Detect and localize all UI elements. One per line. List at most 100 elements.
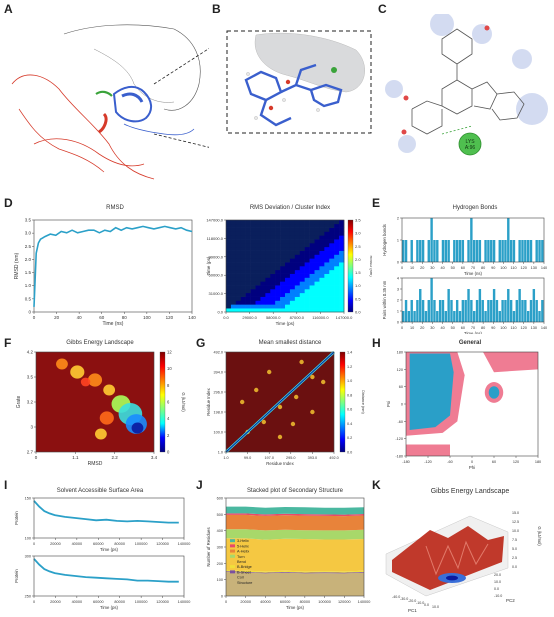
heatmap-cell xyxy=(339,235,345,240)
heatmap-cell xyxy=(334,277,340,282)
heatmap-cell xyxy=(339,308,345,313)
heatmap-cell xyxy=(255,246,261,251)
heatmap-cell xyxy=(324,269,330,274)
heatmap-cell xyxy=(260,289,266,294)
y-tick-label: 147000.0 xyxy=(206,218,223,223)
heatmap-cell xyxy=(235,243,242,248)
heatmap-cell xyxy=(324,289,330,294)
heatmap-cell xyxy=(314,254,320,259)
hbond-bar xyxy=(407,311,411,322)
heatmap-cell xyxy=(289,273,296,278)
heatmap-cell xyxy=(324,285,330,290)
heatmap-cell xyxy=(289,243,296,248)
colorbar-tick-label: 0.4 xyxy=(347,422,352,426)
colorbar xyxy=(347,219,354,313)
heatmap-cell xyxy=(329,243,335,248)
heatmap-cell xyxy=(309,227,315,232)
heatmap-cell xyxy=(250,292,256,297)
x-tick-label: 30 xyxy=(430,326,434,330)
heatmap-cell xyxy=(285,273,291,278)
z-tick-label: 2.5 xyxy=(512,556,517,560)
heatmap-cell xyxy=(309,235,315,240)
heatmap-cell xyxy=(339,266,345,271)
hbond-bar xyxy=(473,311,476,322)
z-tick-label: 15.0 xyxy=(512,511,519,515)
heatmap-cell xyxy=(334,231,340,236)
hbond-bar xyxy=(518,289,521,322)
heatmap-cell xyxy=(240,246,246,251)
heatmap-cell xyxy=(299,281,305,286)
heatmap-cell xyxy=(294,262,301,267)
hbond-bar xyxy=(461,240,465,262)
hbond-bar xyxy=(484,240,487,262)
heatmap-cell xyxy=(309,300,315,305)
heatmap-cell xyxy=(314,223,320,228)
y-tick-label: 120 xyxy=(397,368,403,372)
heatmap-cell xyxy=(299,239,305,244)
heatmap-cell xyxy=(324,227,330,232)
heatmap-cell xyxy=(226,223,232,228)
y-axis-label: PC2 xyxy=(506,598,515,603)
heatmap-cell xyxy=(285,243,291,248)
hbond-bar xyxy=(487,240,490,262)
hbond-bar xyxy=(535,300,538,322)
energy-well xyxy=(80,377,91,387)
heatmap-cell xyxy=(275,254,281,259)
heatmap-cell xyxy=(280,227,286,232)
heatmap-cell xyxy=(329,292,335,297)
chart-rmsd: 0 20 40 60 80 100 120 140 0 0.5 1.0 1.5 2.0 2.5 3.0 3.5… xyxy=(14,218,196,328)
x-tick-label: 0 xyxy=(35,455,38,460)
heatmap-cell xyxy=(299,262,305,267)
y-tick-label: 0 xyxy=(397,261,399,265)
x-tick-label: 0 xyxy=(401,266,403,270)
heatmap-cell xyxy=(275,246,281,251)
heatmap-cell xyxy=(304,269,310,274)
heatmap-cell xyxy=(265,258,271,263)
heatmap-cell xyxy=(270,285,276,290)
heatmap-cell xyxy=(240,266,246,271)
heatmap-cell xyxy=(289,308,296,313)
hbond-bar xyxy=(504,240,507,262)
heatmap-cell xyxy=(270,246,276,251)
heatmap-cell xyxy=(285,304,291,309)
heatmap-cell xyxy=(255,273,261,278)
panel-label-a: A xyxy=(4,2,13,16)
heatmap-cell xyxy=(265,246,271,251)
colorbar-tick-label: 1.5 xyxy=(355,270,361,275)
y-tick-label: 3.2 xyxy=(27,400,34,405)
allowed-region-upper xyxy=(483,352,538,373)
y-tick-label: 394.0 xyxy=(213,371,223,375)
heatmap-cell xyxy=(240,277,246,282)
heatmap-cell xyxy=(304,246,310,251)
heatmap-cell xyxy=(329,266,335,271)
heatmap-cell xyxy=(280,235,286,240)
heatmap-cell xyxy=(260,273,266,278)
heatmap-cell xyxy=(339,304,345,309)
heatmap-cell xyxy=(250,250,256,255)
heatmap-cell xyxy=(289,262,296,267)
legend-swatch xyxy=(230,554,235,558)
heatmap-cell xyxy=(226,281,232,286)
y-tick-label: 400 xyxy=(217,529,223,533)
heatmap-cell xyxy=(304,273,310,278)
heatmap-cell xyxy=(294,289,301,294)
x-axis-label: Phi xyxy=(469,465,475,470)
heatmap-cell xyxy=(235,281,242,286)
heatmap-cell xyxy=(235,269,242,274)
heatmap-cell xyxy=(245,258,251,263)
colorbar xyxy=(339,351,346,453)
heatmap-cell xyxy=(309,243,315,248)
heatmap-cell xyxy=(339,289,345,294)
z-tick-label: 12.5 xyxy=(512,520,519,524)
y-tick-label: 3.0 xyxy=(25,231,32,236)
heatmap-cell xyxy=(294,235,301,240)
x-tick-label: 110 xyxy=(511,326,517,330)
area-b-bridge xyxy=(226,569,364,573)
hbond-bar xyxy=(515,300,519,322)
heatmap-cell xyxy=(255,243,261,248)
heatmap-cell xyxy=(285,220,291,225)
x-tick-label: 80 xyxy=(122,315,128,320)
heatmap-cell xyxy=(245,273,251,278)
x-tick-label: 40 xyxy=(77,315,83,320)
hbond-bar xyxy=(410,300,413,322)
